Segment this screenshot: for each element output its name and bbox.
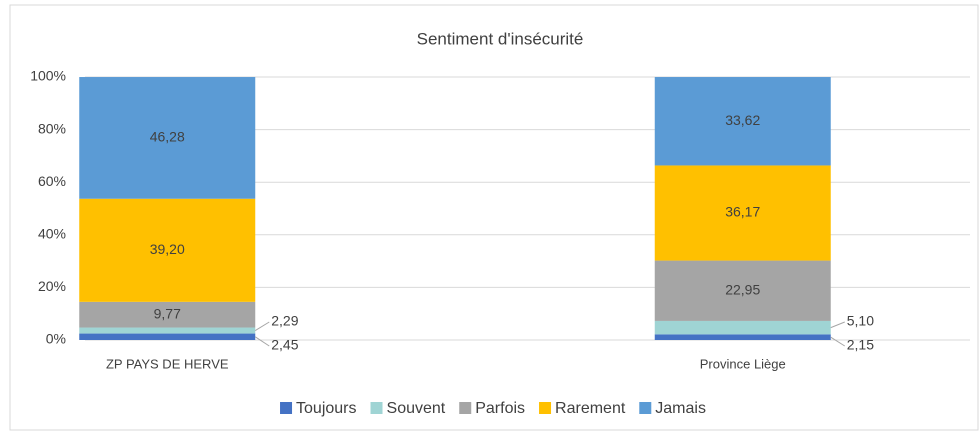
x-tick-label: Province Liège bbox=[700, 356, 786, 371]
bar-segment bbox=[79, 198, 256, 302]
chart-title: Sentiment d'insécurité bbox=[417, 29, 584, 48]
bar-segment bbox=[654, 260, 831, 321]
legend-label: Souvent bbox=[387, 400, 446, 417]
data-label: 9,77 bbox=[154, 305, 181, 321]
legend-swatch bbox=[370, 402, 383, 414]
leader-line bbox=[830, 336, 846, 347]
data-label: 22,95 bbox=[725, 281, 760, 297]
legend-label: Parfois bbox=[475, 400, 525, 417]
legend-label: Toujours bbox=[296, 400, 356, 417]
y-tick-label: 40% bbox=[38, 226, 66, 242]
y-tick-label: 100% bbox=[30, 68, 66, 84]
leader-line bbox=[254, 321, 270, 331]
bar-segment bbox=[654, 334, 831, 340]
legend-swatch bbox=[539, 402, 552, 414]
legend-label: Jamais bbox=[655, 400, 706, 417]
legend-swatch bbox=[280, 402, 293, 414]
data-label: 2,45 bbox=[271, 337, 298, 353]
data-label: 33,62 bbox=[725, 112, 760, 128]
y-tick-label: 60% bbox=[38, 173, 66, 189]
legend-swatch bbox=[639, 402, 652, 414]
data-label: 2,29 bbox=[271, 313, 298, 329]
data-label: 5,10 bbox=[847, 313, 874, 329]
data-label: 2,15 bbox=[847, 337, 874, 353]
bar-segment bbox=[79, 327, 256, 334]
data-label: 39,20 bbox=[150, 241, 185, 257]
data-label: 36,17 bbox=[725, 204, 760, 220]
legend-swatch bbox=[459, 402, 472, 414]
bar-segment bbox=[654, 77, 831, 166]
y-tick-label: 0% bbox=[46, 331, 66, 347]
x-tick-label: ZP PAYS DE HERVE bbox=[106, 356, 229, 371]
leader-line bbox=[254, 336, 270, 347]
bar-segment bbox=[654, 165, 831, 261]
bar-segment bbox=[79, 77, 256, 199]
y-tick-label: 20% bbox=[38, 278, 66, 294]
bar-segment bbox=[654, 320, 831, 335]
data-label: 46,28 bbox=[150, 129, 185, 145]
bar-segment bbox=[79, 333, 256, 340]
bar-segment bbox=[79, 301, 256, 328]
y-tick-label: 80% bbox=[38, 120, 66, 136]
leader-line bbox=[830, 321, 845, 329]
legend-label: Rarement bbox=[555, 400, 626, 417]
